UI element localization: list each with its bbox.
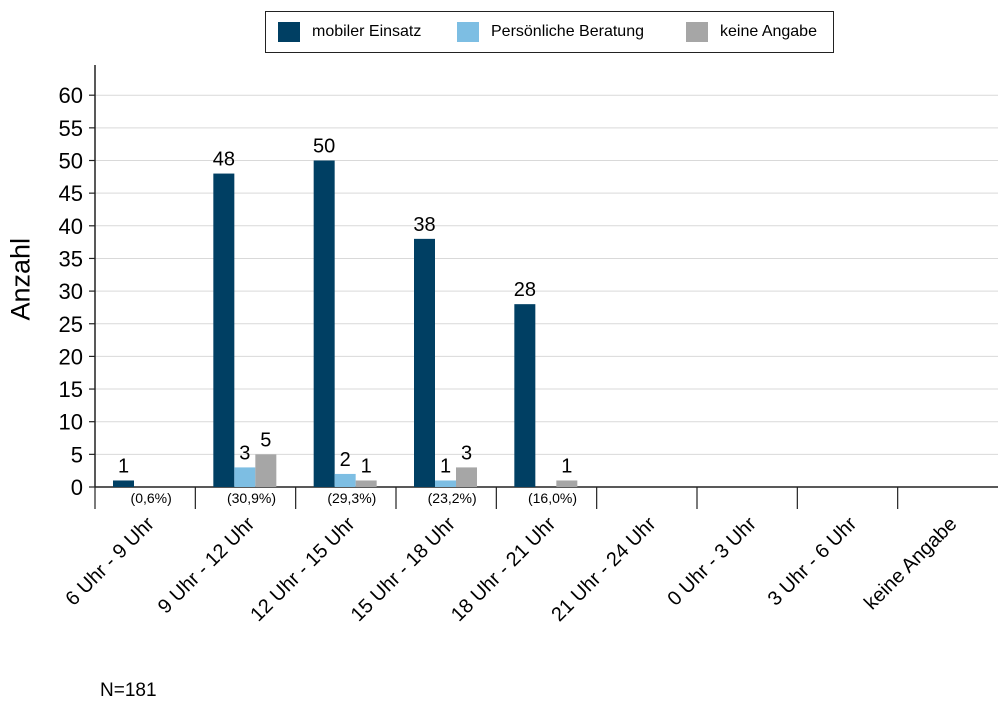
x-tick-label: 9 Uhr - 12 Uhr (154, 513, 259, 618)
legend-item-persoenliche-beratung: Persönliche Beratung (457, 22, 644, 42)
bar-value-label: 50 (313, 136, 335, 158)
bar-value-label: 28 (514, 279, 536, 301)
bar-value-label: 1 (561, 455, 572, 477)
category-percent-label: (29,3%) (327, 490, 376, 506)
bar-value-label: 5 (260, 429, 271, 451)
bar (234, 467, 256, 487)
category-percent-label: (23,2%) (428, 490, 477, 506)
sample-size-note: N=181 (100, 680, 157, 701)
x-tick-label: 0 Uhr - 3 Uhr (663, 513, 761, 611)
y-tick-label: 10 (59, 410, 83, 435)
category-percent-label: (16,0%) (528, 490, 577, 506)
y-tick-label: 60 (59, 83, 83, 108)
y-tick-label: 45 (59, 181, 83, 206)
bar-value-label: 1 (118, 455, 129, 477)
bar-value-label: 48 (213, 149, 235, 171)
y-tick-label: 40 (59, 214, 83, 239)
bar (255, 454, 277, 487)
y-tick-label: 35 (59, 246, 83, 271)
bar (435, 480, 456, 487)
legend-swatch (278, 22, 300, 42)
bar (113, 480, 134, 487)
bar-value-label: 1 (361, 455, 372, 477)
gridlines (95, 94, 998, 455)
bars (113, 160, 578, 487)
legend: mobiler Einsatz Persönliche Beratung kei… (265, 11, 834, 53)
legend-swatch (686, 22, 708, 42)
legend-swatch (457, 22, 479, 42)
bar (456, 467, 477, 487)
legend-item-mobiler-einsatz: mobiler Einsatz (278, 22, 421, 42)
y-tick-label: 50 (59, 149, 83, 174)
y-tick-label: 5 (71, 442, 83, 467)
x-tick-label: 21 Uhr - 24 Uhr (547, 513, 660, 626)
bar (355, 480, 377, 487)
bar-value-label: 38 (413, 214, 435, 236)
x-tick-label: 12 Uhr - 15 Uhr (246, 513, 359, 626)
bar-value-label: 3 (239, 442, 250, 464)
y-tick-label: 0 (71, 475, 83, 500)
bar-value-label: 3 (461, 442, 472, 464)
y-tick-label: 25 (59, 312, 83, 337)
category-percent-label: (30,9%) (227, 490, 276, 506)
data-labels: (0,6%) (30,9%) (29,3%) (23,2%) (16,0%) 1 48 50 3… (118, 136, 577, 507)
bar (514, 304, 536, 487)
legend-item-keine-angabe: keine Angabe (686, 22, 817, 42)
x-tick-label: 15 Uhr - 18 Uhr (347, 513, 460, 626)
y-tick-label: 15 (59, 377, 83, 402)
bar (334, 473, 356, 487)
x-tick-label: 18 Uhr - 21 Uhr (447, 513, 560, 626)
y-tick-label: 20 (59, 344, 83, 369)
x-tick-label: keine Angabe (860, 513, 961, 614)
bar (313, 160, 335, 487)
bar (556, 480, 578, 487)
x-tick-label: 3 Uhr - 6 Uhr (764, 513, 862, 611)
category-percent-label: (0,6%) (131, 490, 172, 506)
bar-value-label: 2 (340, 449, 351, 471)
legend-label: keine Angabe (720, 23, 817, 40)
y-tick-label: 30 (59, 279, 83, 304)
bar (213, 173, 235, 487)
y-axis-label: Anzahl (5, 237, 36, 321)
legend-label: Persönliche Beratung (491, 23, 644, 40)
bar (414, 238, 435, 487)
x-tick-label: 6 Uhr - 9 Uhr (61, 513, 159, 611)
y-tick-label: 55 (59, 116, 83, 141)
bar-value-label: 1 (440, 455, 451, 477)
legend-label: mobiler Einsatz (312, 23, 422, 40)
